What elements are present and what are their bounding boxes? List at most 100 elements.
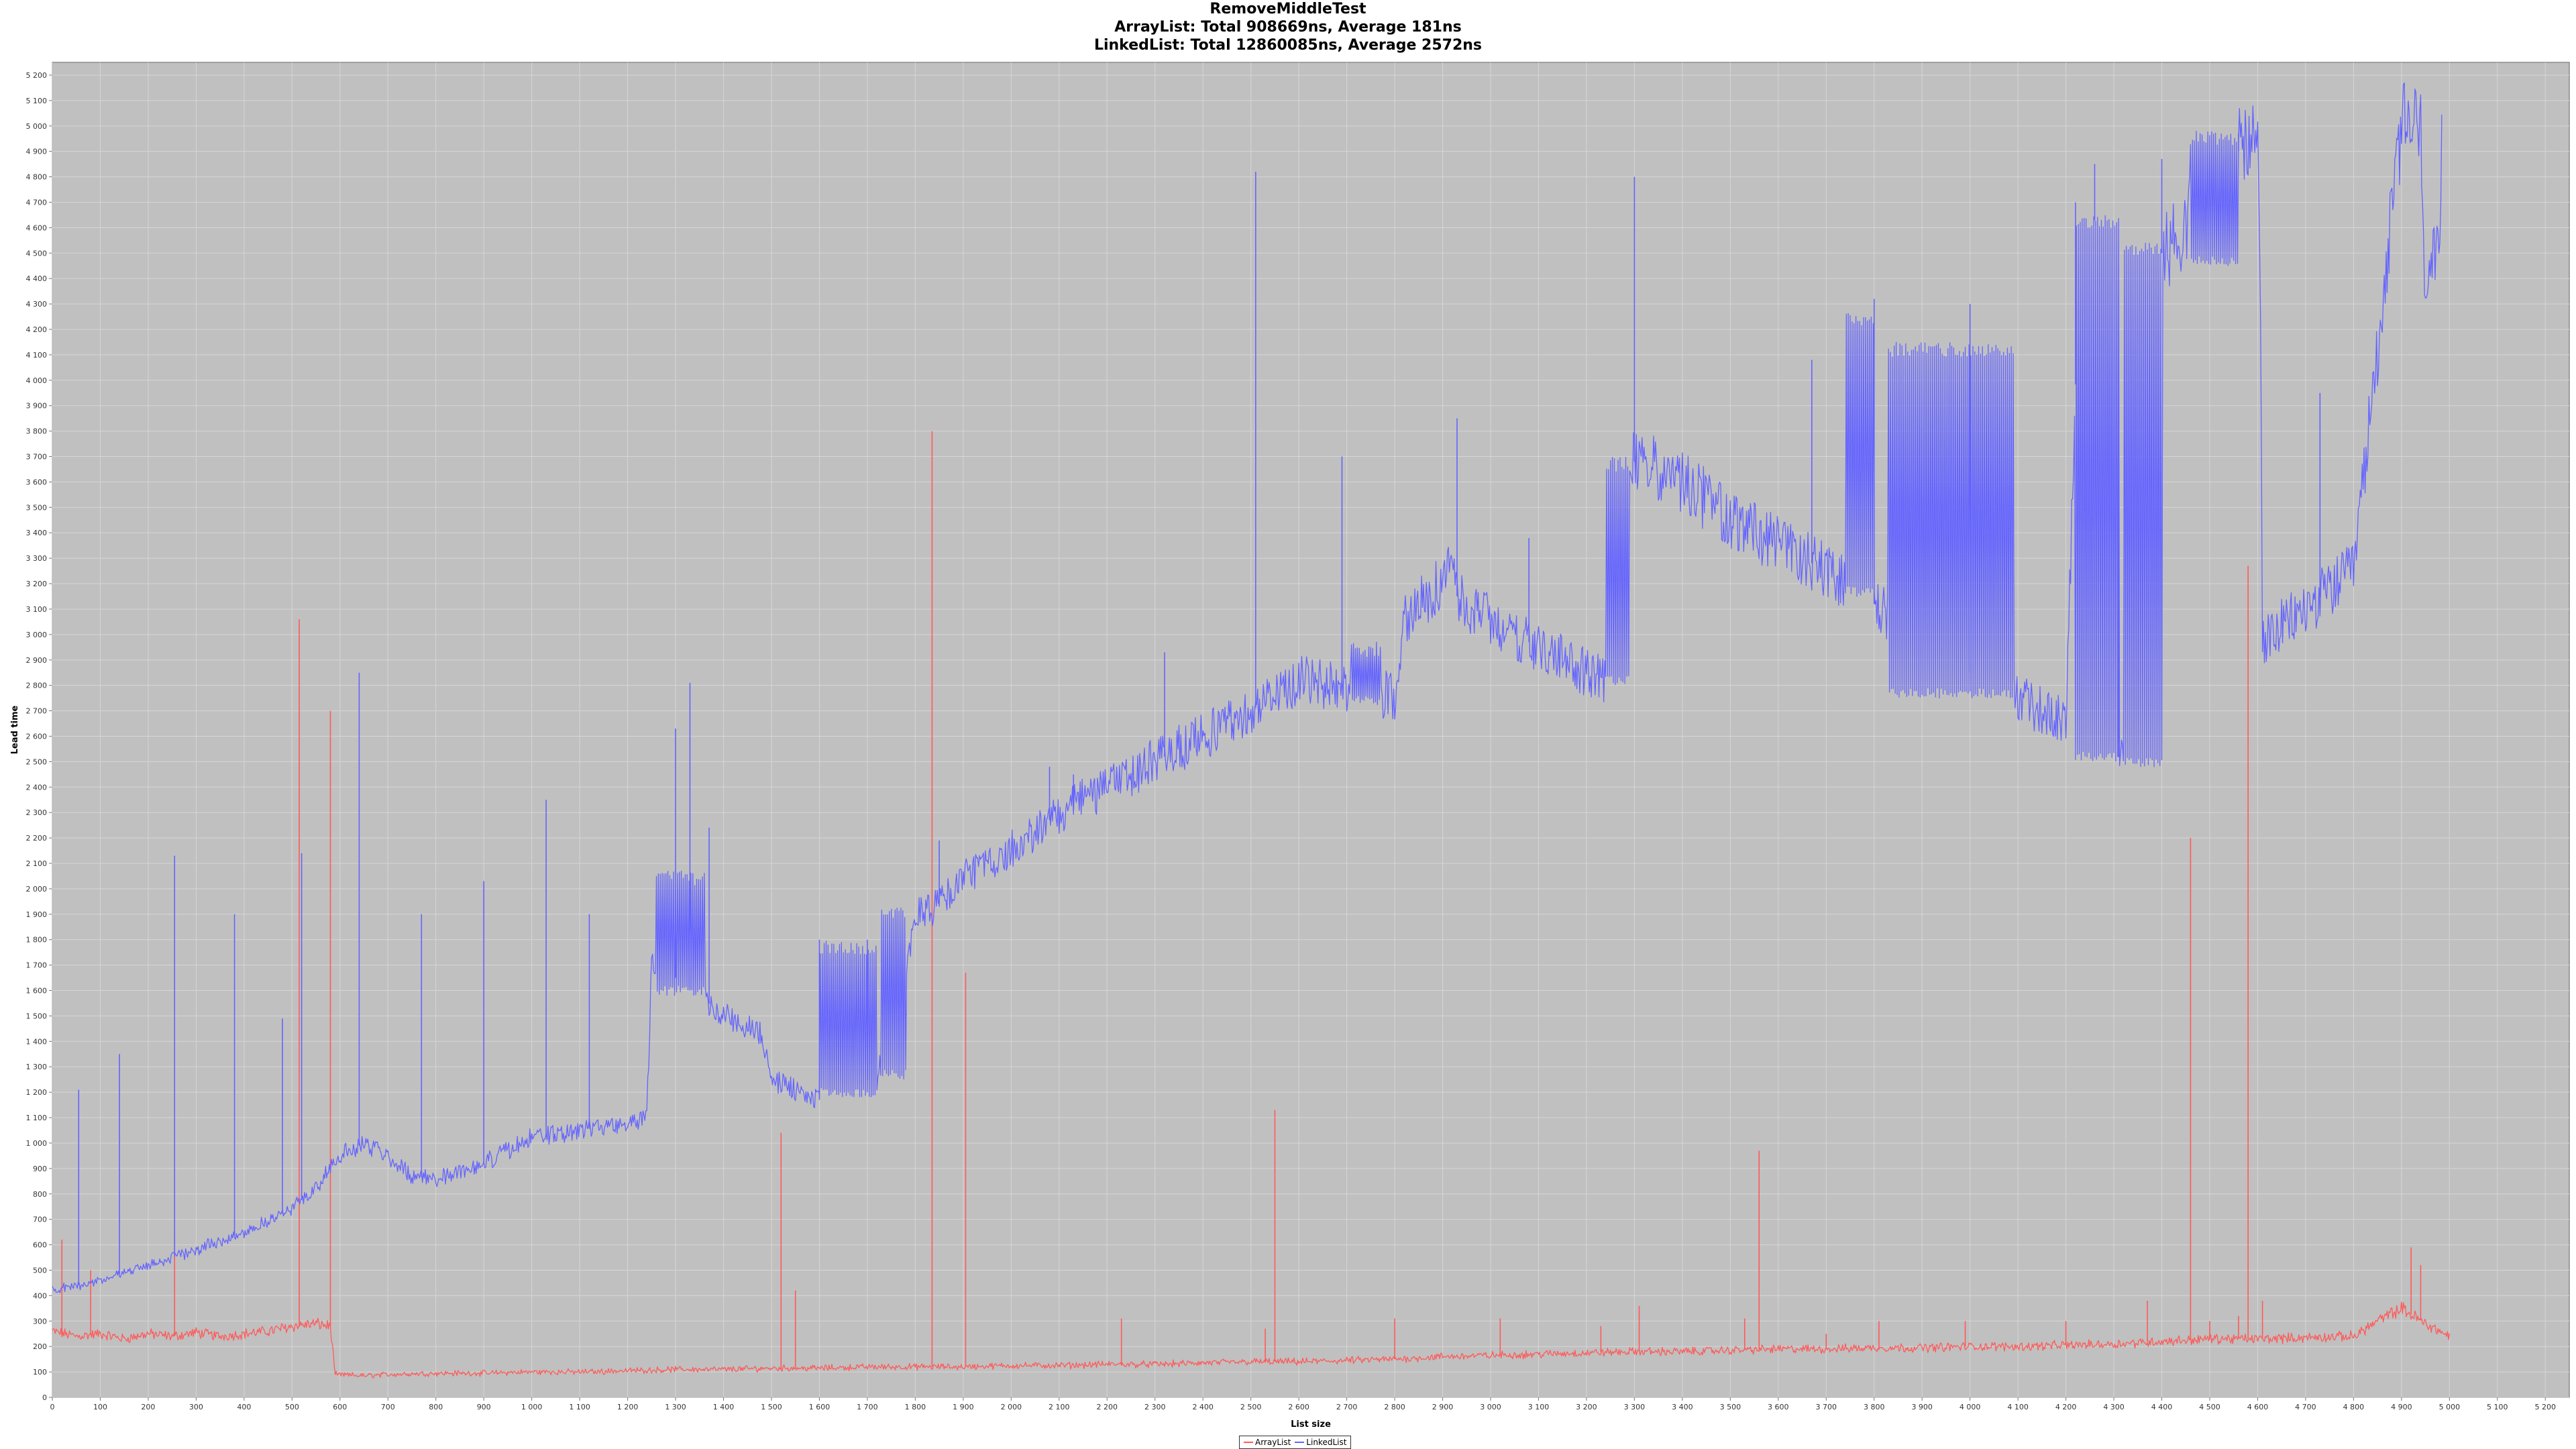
- x-tick-label: 900: [477, 1403, 491, 1411]
- x-tick-label: 300: [189, 1403, 203, 1411]
- x-tick-label: 3 500: [1720, 1403, 1741, 1411]
- y-tick-label: 3 000: [26, 631, 48, 639]
- y-tick-label: 4 300: [26, 300, 48, 309]
- y-tick-label: 600: [33, 1241, 47, 1250]
- y-tick-label: 4 800: [26, 173, 48, 182]
- x-tick-label: 2 800: [1384, 1403, 1405, 1411]
- y-tick-label: 3 600: [26, 478, 48, 486]
- chart-subtitle-linkedlist: LinkedList: Total 12860085ns, Average 25…: [1093, 37, 1483, 54]
- series-arraylist: [52, 431, 2450, 1379]
- x-tick-label: 4 000: [1960, 1403, 1981, 1411]
- y-tick-label: 4 400: [26, 274, 48, 283]
- y-tick-label: 1 400: [26, 1037, 48, 1046]
- chart-title: RemoveMiddleTest: [1210, 1, 1366, 17]
- y-tick-label: 0: [42, 1393, 47, 1402]
- x-tick-label: 2 200: [1097, 1403, 1118, 1411]
- x-tick-label: 1 500: [761, 1403, 782, 1411]
- x-tick-label: 4 300: [2103, 1403, 2125, 1411]
- x-tick-label: 100: [93, 1403, 107, 1411]
- x-tick-label: 4 500: [2199, 1403, 2220, 1411]
- y-tick-label: 200: [33, 1342, 47, 1351]
- y-tick-label: 1 600: [26, 987, 48, 996]
- legend-label-arraylist: ArrayList: [1255, 1438, 1291, 1447]
- y-tick-label: 5 100: [26, 97, 48, 105]
- y-tick-label: 2 000: [26, 885, 48, 894]
- y-tick-label: 2 200: [26, 834, 48, 843]
- x-tick-label: 4 400: [2151, 1403, 2173, 1411]
- y-tick-label: 3 900: [26, 402, 48, 411]
- x-axis-label: List size: [1291, 1419, 1331, 1429]
- x-tick-label: 400: [237, 1403, 251, 1411]
- x-tick-label: 700: [381, 1403, 395, 1411]
- x-tick-label: 800: [429, 1403, 443, 1411]
- series-linkedlist: [52, 83, 2443, 1293]
- series-line: [52, 83, 2443, 1293]
- x-tick-label: 5 100: [2487, 1403, 2508, 1411]
- series-line: [52, 1301, 2450, 1379]
- y-tick-label: 1 300: [26, 1063, 48, 1071]
- x-tick-label: 5 000: [2439, 1403, 2461, 1411]
- y-tick-label: 300: [33, 1317, 47, 1326]
- x-tick-label: 1 100: [569, 1403, 590, 1411]
- x-tick-label: 3 300: [1624, 1403, 1646, 1411]
- y-tick-label: 100: [33, 1368, 47, 1377]
- y-tick-label: 1 100: [26, 1114, 48, 1122]
- y-tick-label: 2 700: [26, 707, 48, 716]
- y-tick-label: 3 700: [26, 453, 48, 462]
- y-tick-label: 2 600: [26, 732, 48, 741]
- chart-legend: ArrayList LinkedList: [1239, 1436, 1352, 1449]
- x-tick-label: 3 000: [1480, 1403, 1501, 1411]
- legend-label-linkedlist: LinkedList: [1306, 1438, 1347, 1447]
- legend-swatch-linkedlist: [1295, 1442, 1305, 1443]
- y-tick-label: 700: [33, 1216, 47, 1224]
- x-tick-label: 3 400: [1672, 1403, 1693, 1411]
- y-tick-label: 2 400: [26, 783, 48, 792]
- y-tick-label: 4 600: [26, 223, 48, 232]
- y-tick-label: 1 800: [26, 936, 48, 945]
- y-tick-label: 5 000: [26, 122, 48, 131]
- y-tick-label: 3 500: [26, 503, 48, 512]
- y-tick-label: 400: [33, 1291, 47, 1300]
- y-tick-label: 4 500: [26, 249, 48, 258]
- x-tick-label: 5 200: [2535, 1403, 2557, 1411]
- x-tick-label: 1 000: [521, 1403, 543, 1411]
- y-tick-label: 1 000: [26, 1139, 48, 1148]
- y-tick-label: 3 300: [26, 554, 48, 563]
- x-tick-label: 500: [285, 1403, 299, 1411]
- chart-titles: RemoveMiddleTest ArrayList: Total 908669…: [0, 0, 2576, 54]
- y-tick-label: 5 200: [26, 71, 48, 80]
- y-tick-label: 2 900: [26, 656, 48, 665]
- y-axis-label: Lead time: [10, 705, 20, 754]
- y-tick-label: 3 800: [26, 427, 48, 436]
- y-tick-label: 800: [33, 1190, 47, 1199]
- x-tick-label: 200: [141, 1403, 155, 1411]
- y-tick-label: 500: [33, 1266, 47, 1275]
- x-tick-label: 3 600: [1768, 1403, 1789, 1411]
- x-tick-label: 1 600: [809, 1403, 830, 1411]
- x-tick-label: 2 600: [1288, 1403, 1309, 1411]
- x-tick-label: 3 900: [1911, 1403, 1933, 1411]
- y-tick-label: 2 500: [26, 757, 48, 766]
- x-tick-label: 4 600: [2247, 1403, 2269, 1411]
- x-tick-label: 3 800: [1864, 1403, 1885, 1411]
- y-tick-label: 2 300: [26, 808, 48, 817]
- x-tick-label: 4 700: [2295, 1403, 2316, 1411]
- y-tick-label: 2 100: [26, 859, 48, 868]
- x-tick-label: 2 000: [1001, 1403, 1022, 1411]
- y-tick-label: 1 700: [26, 961, 48, 970]
- y-tick-label: 4 700: [26, 198, 48, 207]
- x-tick-label: 4 900: [2391, 1403, 2412, 1411]
- y-tick-label: 2 800: [26, 682, 48, 690]
- x-tick-label: 1 800: [905, 1403, 926, 1411]
- y-tick-label: 4 200: [26, 325, 48, 334]
- legend-item-arraylist: ArrayList: [1244, 1438, 1291, 1447]
- x-tick-label: 3 100: [1528, 1403, 1550, 1411]
- x-tick-label: 3 700: [1816, 1403, 1837, 1411]
- y-tick-label: 900: [33, 1165, 47, 1173]
- y-tick-label: 1 900: [26, 910, 48, 919]
- chart-subtitle-arraylist: ArrayList: Total 908669ns, Average 181ns: [1114, 19, 1462, 36]
- x-tick-label: 2 900: [1432, 1403, 1454, 1411]
- x-tick-label: 600: [333, 1403, 347, 1411]
- x-tick-label: 1 200: [617, 1403, 639, 1411]
- x-tick-label: 1 900: [953, 1403, 974, 1411]
